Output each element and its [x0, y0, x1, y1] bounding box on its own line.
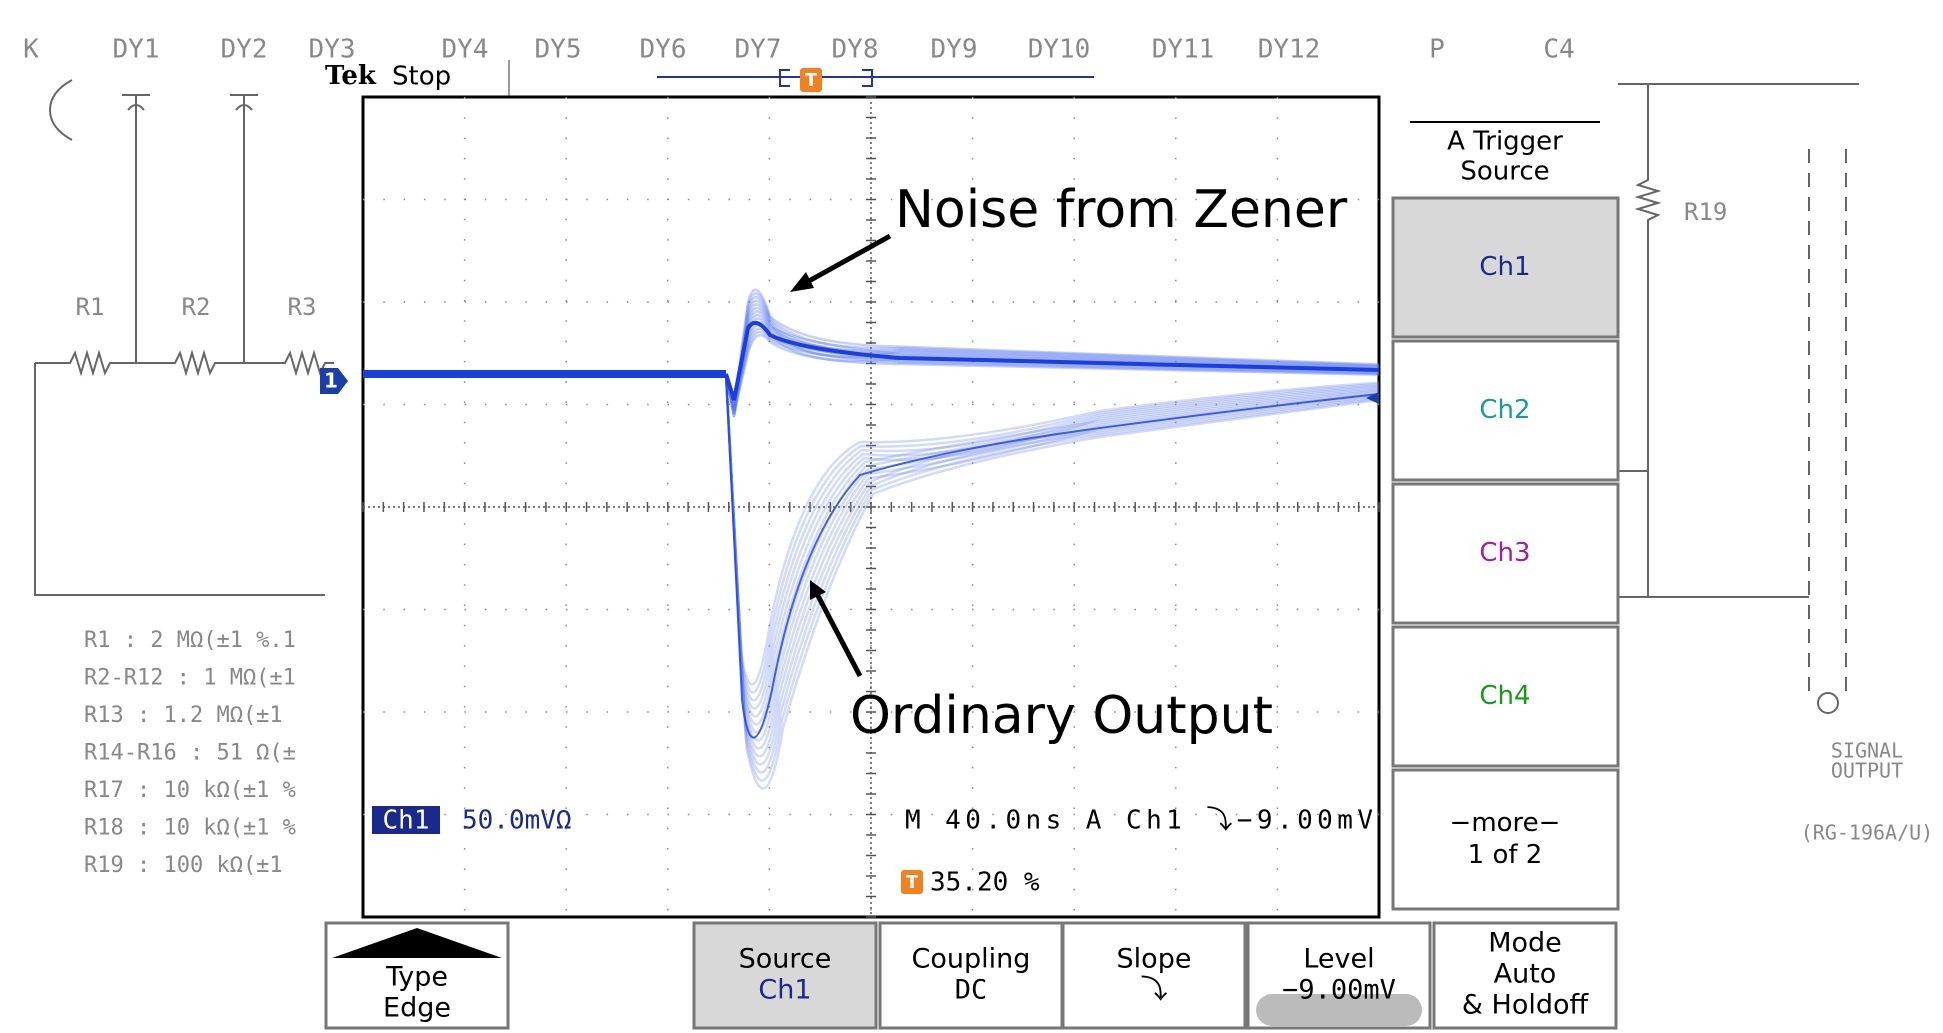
resistor-label: R3 [288, 293, 317, 321]
pin-label: C4 [1543, 35, 1574, 65]
brand: Tek [325, 61, 377, 91]
trigger-marker: T [906, 872, 919, 893]
timebase-label: M 40.0ns A Ch1 ⤵−9.00mV [905, 806, 1373, 836]
bottom-button-label: Edge [383, 993, 451, 1024]
bottom-button-label: Source [739, 944, 832, 975]
right-schematic [1618, 84, 1859, 713]
channel-label: Ch1 [383, 806, 430, 836]
output-label: (RG-196A/U) [1801, 821, 1933, 845]
note: R17 : 10 kΩ(±1 % [84, 778, 296, 803]
bottom-button-label: Slope [1117, 944, 1192, 975]
pin-label: DY9 [931, 35, 978, 65]
pin-label: DY1 [113, 35, 160, 65]
bottom-button-label: Type [385, 962, 448, 993]
side-menu-title: A Trigger [1447, 127, 1563, 157]
bottom-button-label: Coupling [912, 944, 1031, 975]
pin-label: P [1429, 35, 1445, 65]
bottom-button-label: Auto [1494, 959, 1557, 990]
pin-label: DY8 [832, 35, 879, 65]
side-button-label: Ch3 [1479, 538, 1530, 568]
output-label: OUTPUT [1831, 759, 1903, 783]
scale-label: 50.0mVΩ [462, 806, 572, 836]
trigger-marker: T [718, 115, 732, 139]
bottom-button-label: −9.00mV [1282, 975, 1396, 1006]
left-schematic [35, 80, 334, 595]
pin-label: DY5 [535, 35, 582, 65]
side-button-label: −more− [1450, 808, 1561, 838]
bottom-button-label: Ch1 [758, 975, 811, 1006]
status: Stop [392, 62, 451, 92]
pin-label: DY2 [221, 35, 268, 65]
bottom-button-label: & Holdoff [1462, 990, 1590, 1021]
pin-label: DY6 [640, 35, 687, 65]
bottom-button-label: DC [955, 975, 988, 1006]
side-menu-title: Source [1460, 157, 1549, 187]
note: R2-R12 : 1 MΩ(±1 [84, 666, 296, 691]
note: R13 : 1.2 MΩ(±1 [84, 703, 283, 728]
pin-label: DY3 [309, 35, 356, 65]
pin-label: DY10 [1028, 35, 1091, 65]
note: R18 : 10 kΩ(±1 % [84, 816, 296, 841]
pin-label: DY7 [735, 35, 782, 65]
annotation: Ordinary Output [850, 686, 1273, 746]
resistor-label: R19 [1684, 198, 1727, 226]
note: R1 : 2 MΩ(±1 %.1 [84, 628, 296, 653]
side-button-label: Ch4 [1479, 681, 1530, 711]
side-button-label: 1 of 2 [1468, 840, 1543, 870]
pin-label: DY11 [1152, 35, 1215, 65]
bottom-button-label: ⤵ [1141, 975, 1168, 1006]
side-button-label: Ch2 [1479, 395, 1530, 425]
bottom-button-label: Mode [1488, 928, 1562, 959]
note: R19 : 100 kΩ(±1 [84, 853, 283, 878]
screen: K DY1 DY2 DY3 DY4 DY5 DY6 DY7 DY8 DY9 DY10 DY11 DY12… [0, 0, 1943, 1033]
bottom-button-label: Level [1303, 944, 1374, 975]
pin-label: DY4 [442, 35, 489, 65]
pin-label: DY12 [1258, 35, 1321, 65]
trigger-marker: T [805, 70, 818, 91]
note: R14-R16 : 51 Ω(± [84, 741, 296, 766]
channel-marker-label: 1 [324, 369, 338, 393]
resistor-label: R2 [182, 293, 211, 321]
annotation: Noise from Zener [895, 180, 1348, 240]
side-button-label: Ch1 [1479, 252, 1530, 282]
resistor-label: R1 [76, 293, 105, 321]
pin-label: K [23, 35, 39, 65]
trigger-position: 35.20 % [930, 868, 1040, 898]
